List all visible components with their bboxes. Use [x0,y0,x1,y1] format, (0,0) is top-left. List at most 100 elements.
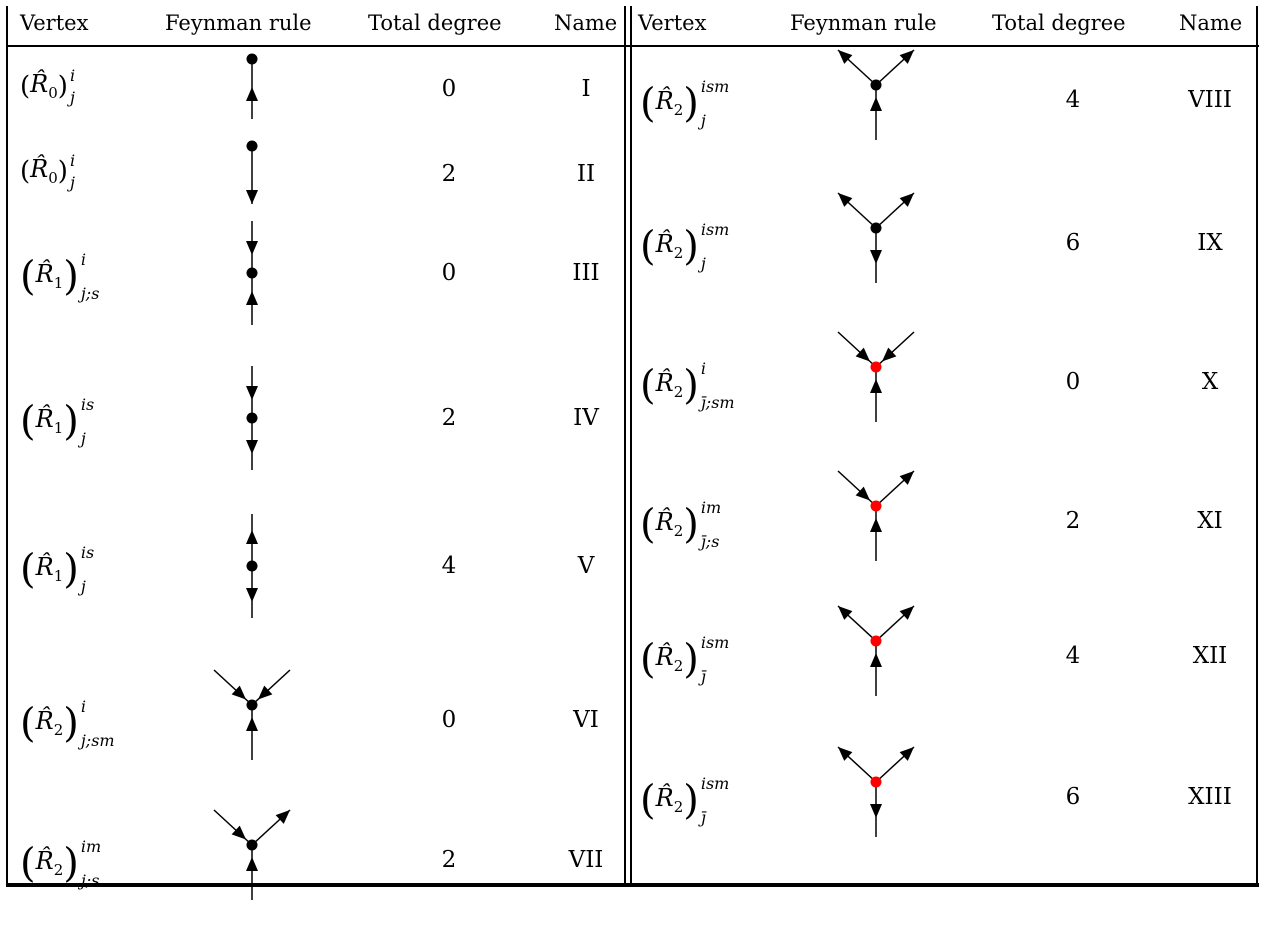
vertex-subscript: j [69,172,75,192]
vertex-label: (R̂2) im j̄;s [640,498,722,551]
vertex-dot [870,776,882,788]
header-feynman-left: Feynman rule [165,11,312,35]
header-vertex-left: Vertex [20,11,89,35]
arrow-down [246,588,258,602]
vertex-subscript: j̄ [700,807,706,827]
arrow-down [246,440,258,454]
arrow-right-out [275,810,290,824]
vertex-subscript: j̄;s [700,531,720,551]
vertex-label: (R̂2) i j̄;sm [640,359,735,412]
arrow-up [246,291,258,305]
feynman-rule-diagram [213,809,291,900]
total-degree: 4 [1065,643,1081,669]
header-degree-right: Total degree [992,11,1126,35]
total-degree: 2 [441,847,457,873]
vertex-subscript: j̄ [700,666,706,686]
leg-right [251,669,291,706]
arrow-left-out [838,747,853,761]
row-name: XI [1197,508,1223,534]
column-divider-a [624,6,626,885]
total-degree: 0 [441,76,457,102]
vertex-dot [246,267,258,279]
vertex-subscript: j [700,110,706,130]
feynman-rule-diagram [246,366,258,470]
arrow-up [246,530,258,544]
arrow-stem-up [870,379,882,393]
total-degree: 2 [441,405,457,431]
vertex-superscript: im [700,498,722,517]
total-degree: 6 [1065,230,1081,256]
header-feynman-right: Feynman rule [790,11,937,35]
vertex-subscript: j̄;sm [700,392,735,412]
arrow-left-in [855,347,870,362]
vertex-superscript: i [700,359,706,378]
row-name: V [577,553,595,579]
row-name: X [1201,369,1219,395]
row-name: I [581,76,591,102]
vertex-subscript: j [700,253,706,273]
vertex-superscript: i [69,151,76,170]
row-name: IX [1197,230,1223,256]
arrow-stem-up [246,857,258,871]
vertex-subscript: j;sm [80,730,115,750]
vertex-label: (R̂2) ism j̄ [640,774,730,827]
vertex-dot [246,560,258,572]
leg-left [213,669,253,706]
feynman-rule-diagram [837,605,915,696]
row-name: IV [573,405,599,431]
vertex-subscript: j [80,576,86,596]
header-name-right: Name [1179,11,1243,35]
arrow-stem-down [870,804,882,818]
row-name: VII [568,847,604,873]
feynman-rule-diagram [246,140,258,204]
vertex-label: (R̂2) ism j̄ [640,633,730,686]
feynman-rule-diagram [837,192,915,283]
vertex-superscript: i [80,250,86,269]
vertex-subscript: j [69,87,75,107]
vertex-superscript: ism [700,633,730,652]
row-name: XIII [1188,784,1232,810]
header-rule [6,45,1259,47]
vertex-superscript: is [80,543,95,562]
vertex-label: (R̂1) is j [20,395,95,448]
feynman-rule-diagram [246,514,258,618]
vertex-subscript: j [80,428,86,448]
vertex-superscript: is [80,395,95,414]
arrow-left-out [838,50,853,64]
vertex-label: (R̂2) ism j [640,77,730,130]
arrow-right-out [899,193,914,207]
total-degree: 2 [1065,508,1081,534]
arrow-right-in [882,347,897,362]
feynman-rule-diagram [246,221,258,325]
vertex-subscript: j;s [80,283,100,303]
arrow-right-out [899,50,914,64]
vertex-superscript: i [69,66,76,85]
left-border [6,6,8,885]
leg-right [875,331,915,368]
feynman-rule-diagram [213,669,291,760]
bottom-rule [6,883,1259,887]
vertex-dot [870,79,882,91]
column-divider-b [630,6,632,885]
row-name: VIII [1188,87,1232,113]
arrow-stem-up [246,717,258,731]
row-name: XII [1192,643,1228,669]
leg-left [213,809,253,846]
total-degree: 4 [1065,87,1081,113]
row-name: III [572,260,600,286]
right-border [1256,6,1258,885]
arrow-down [246,241,258,255]
feynman-rule-diagram [246,53,258,119]
vertex-dot [870,635,882,647]
total-degree: 4 [441,553,457,579]
leg-left [837,470,877,507]
vertex-subscript: j;s [80,870,100,890]
header-name-left: Name [554,11,618,35]
arrow-stem-up [870,518,882,532]
arrow-stem-up [870,97,882,111]
header-vertex-right: Vertex [638,11,707,35]
arrow-left-in [855,486,870,501]
vertex-dot [246,412,258,424]
row-name: II [576,161,596,187]
vertex-label: (R̂2) i j;sm [20,697,115,750]
